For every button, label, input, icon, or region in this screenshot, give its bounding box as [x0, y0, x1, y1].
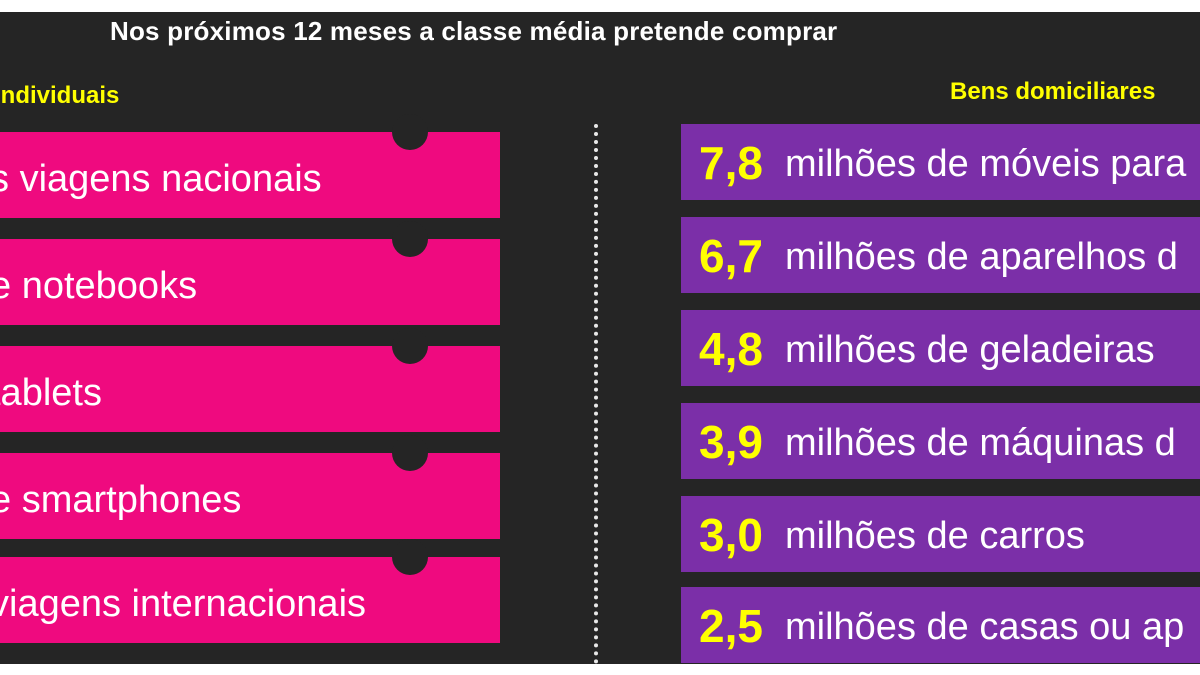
household-item-text: milhões de aparelhos d: [785, 236, 1178, 278]
household-item-geladeiras: 4,8 milhões de geladeiras: [681, 310, 1200, 386]
household-item-text: milhões de móveis para: [785, 143, 1187, 185]
individual-item-viagens-internacionais: viagens internacionais: [0, 539, 500, 643]
household-item-aparelhos: 6,7 milhões de aparelhos d: [681, 217, 1200, 293]
individual-item-text: viagens internacionais: [0, 583, 367, 625]
household-item-maquinas: 3,9 milhões de máquinas d: [681, 403, 1200, 479]
individual-item-viagens-nacionais: s viagens nacionais: [0, 114, 500, 218]
household-item-value: 4,8: [699, 323, 763, 375]
household-item-value: 7,8: [699, 137, 763, 189]
individual-item-label: s viagens nacionais: [0, 132, 322, 218]
individual-item-text: notebooks: [21, 265, 198, 307]
card-notch: [392, 221, 428, 257]
infographic-panel: Nos próximos 12 meses a classe média pre…: [0, 12, 1200, 664]
card-notch: [392, 539, 428, 575]
individual-item-prefix: e: [0, 479, 12, 521]
card-notch: [392, 435, 428, 471]
household-item-casas: 2,5 milhões de casas ou ap: [681, 587, 1200, 663]
individual-item-text: tablets: [0, 372, 102, 414]
infographic-title: Nos próximos 12 meses a classe média pre…: [110, 16, 838, 46]
household-item-value: 3,0: [699, 509, 763, 561]
individual-item-tablets: tablets: [0, 328, 500, 432]
household-item-text: milhões de máquinas d: [785, 422, 1176, 464]
individual-item-label: tablets: [0, 346, 102, 432]
household-item-moveis: 7,8 milhões de móveis para: [681, 124, 1200, 200]
individual-item-text: viagens nacionais: [19, 158, 322, 200]
dotted-divider: [594, 124, 598, 664]
household-item-text: milhões de geladeiras: [785, 329, 1155, 371]
individual-item-notebooks: e notebooks: [0, 221, 500, 325]
household-item-value: 2,5: [699, 600, 763, 652]
individual-goods-heading: individuais: [0, 82, 120, 109]
individual-item-text: smartphones: [21, 479, 242, 521]
individual-item-label: viagens internacionais: [0, 557, 366, 643]
individual-item-smartphones: e smartphones: [0, 435, 500, 539]
household-item-value: 6,7: [699, 230, 763, 282]
individual-item-prefix: s: [0, 158, 20, 200]
individual-item-label: e smartphones: [0, 453, 241, 539]
card-notch: [392, 328, 428, 364]
individual-item-prefix: e: [0, 265, 12, 307]
individual-item-label: e notebooks: [0, 239, 197, 325]
household-item-text: milhões de carros: [785, 515, 1085, 557]
household-item-carros: 3,0 milhões de carros: [681, 496, 1200, 572]
household-item-text: milhões de casas ou ap: [785, 606, 1185, 648]
household-goods-heading: Bens domiciliares: [950, 78, 1156, 105]
card-notch: [392, 114, 428, 150]
household-item-value: 3,9: [699, 416, 763, 468]
